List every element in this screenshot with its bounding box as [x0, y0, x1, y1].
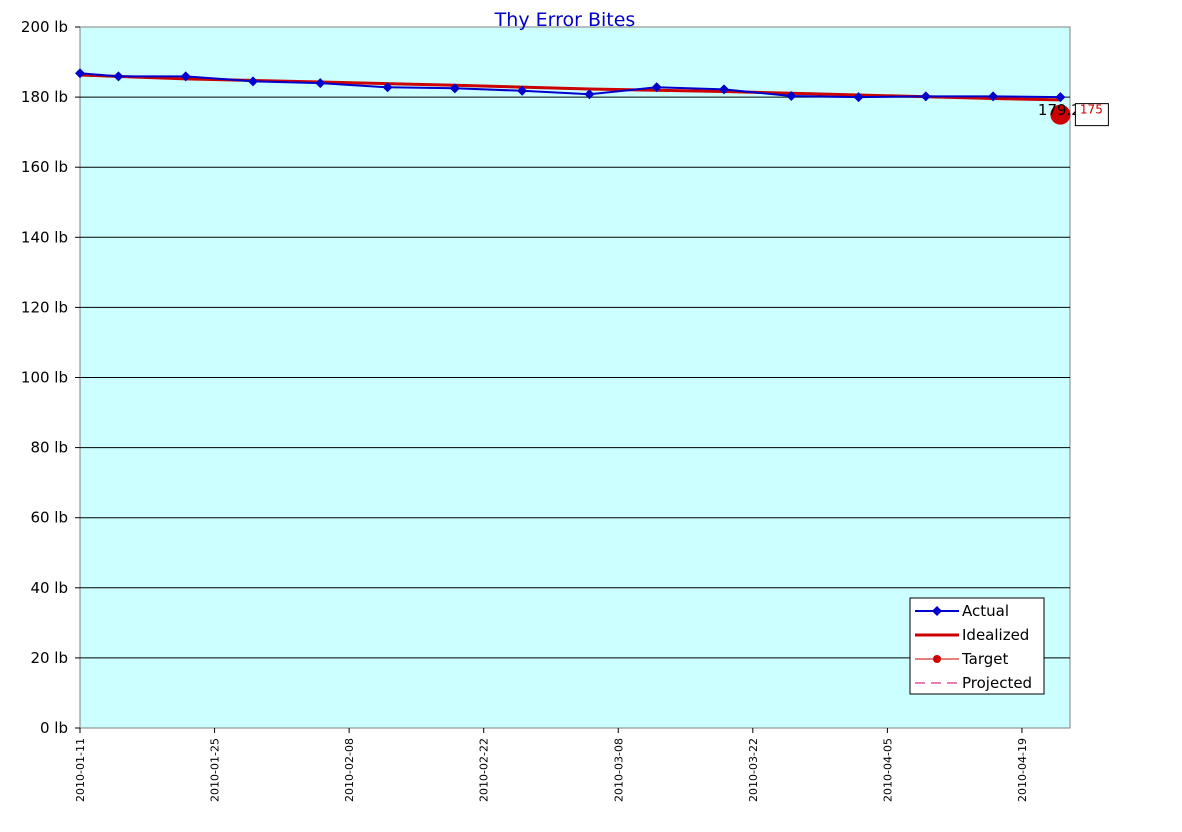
x-axis: 2010-01-11 2010-01-25 2010-02-08 2010-02-22… — [74, 728, 1029, 802]
y-tick-label: 140 lb — [21, 228, 68, 246]
x-tick-label: 2010-04-05 — [881, 738, 894, 802]
actual-point — [248, 76, 259, 87]
y-tick-label: 160 lb — [21, 158, 68, 176]
actual-point — [786, 91, 797, 102]
series-line-actual — [79, 72, 1061, 99]
actual-point — [853, 92, 864, 103]
actual-point — [1055, 92, 1066, 103]
x-tick-label: 2010-01-25 — [209, 738, 222, 802]
legend-box — [909, 597, 1045, 695]
y-tick-label: 40 lb — [30, 579, 68, 597]
target-value-label: 175 — [1080, 103, 1103, 117]
x-tick-label: 2010-04-19 — [1016, 738, 1029, 802]
x-tick-label: 2010-02-22 — [478, 738, 491, 802]
x-tick-label: 2010-03-22 — [747, 738, 760, 802]
series-layer — [75, 68, 1071, 125]
y-tick-label: 20 lb — [30, 649, 68, 667]
legend: Actual Idealized Target Projected — [909, 597, 1045, 695]
actual-point — [113, 71, 124, 82]
y-tick-label: 80 lb — [30, 439, 68, 457]
y-tick-label: 180 lb — [21, 88, 68, 106]
target-value-box — [1074, 103, 1109, 127]
legend-marker-target — [933, 655, 941, 663]
actual-point — [988, 91, 999, 102]
y-tick-label: 100 lb — [21, 369, 68, 387]
actual-point — [180, 71, 191, 82]
y-tick-label: 200 lb — [21, 18, 68, 36]
actual-point — [584, 89, 595, 100]
actual-point — [651, 82, 662, 93]
y-tick-label: 120 lb — [21, 298, 68, 316]
x-tick-label: 2010-03-08 — [612, 738, 625, 802]
annotation-layer: 179.2 175 — [1038, 101, 1109, 127]
legend-label-projected: Projected — [962, 674, 1032, 692]
actual-point — [75, 68, 85, 79]
legend-marker-actual — [932, 606, 942, 616]
actual-point — [718, 84, 729, 95]
actual-point — [449, 83, 460, 94]
y-tick-label: 0 lb — [40, 719, 68, 737]
actual-point — [382, 82, 393, 93]
x-tick-label: 2010-02-08 — [343, 738, 356, 802]
actual-point — [920, 91, 931, 102]
y-axis: 0 lb 20 lb 40 lb 60 lb 80 lb 100 lb 120 lb 140 … — [21, 18, 80, 737]
x-tick-label: 2010-01-11 — [74, 738, 87, 802]
idealized-end-value-label: 179.2 — [1038, 101, 1081, 119]
actual-point — [517, 85, 528, 96]
legend-label-target: Target — [961, 650, 1009, 668]
y-tick-label: 60 lb — [30, 509, 68, 527]
chart-title: Thy Error Bites — [494, 9, 636, 31]
target-point — [1050, 104, 1071, 125]
actual-point — [315, 78, 326, 89]
legend-label-actual: Actual — [962, 602, 1009, 620]
legend-label-idealized: Idealized — [962, 626, 1029, 644]
